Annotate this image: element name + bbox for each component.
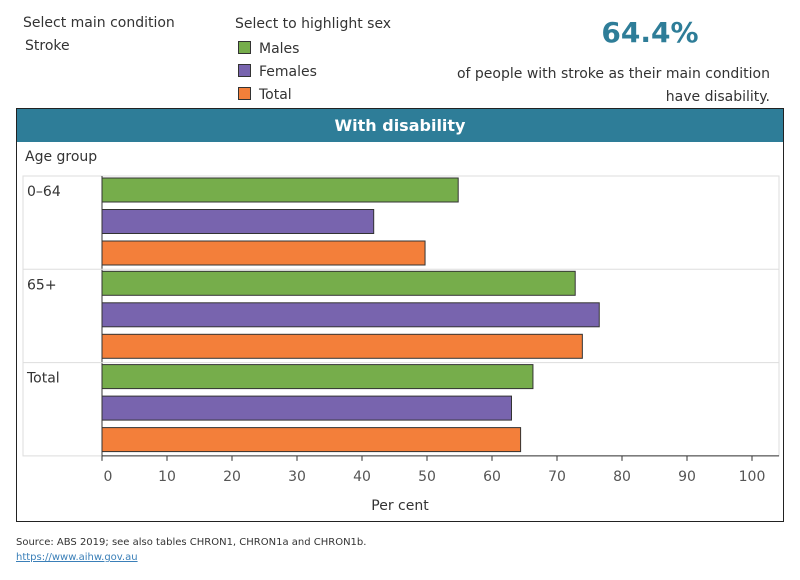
kpi-value: 64.4%: [601, 16, 699, 49]
x-tick-label: 0: [104, 469, 113, 485]
total-swatch: [238, 87, 251, 100]
x-tick-label: 100: [739, 469, 766, 485]
bar-chart: 0–64 65+ Total 0 10 20 30 40 50 60 70 80 90 100: [22, 175, 780, 485]
category-label: 65+: [27, 277, 57, 293]
x-tick-label: 70: [548, 469, 566, 485]
category-label: 0–64: [27, 184, 61, 200]
x-tick-label: 10: [158, 469, 176, 485]
kpi-line1: of people with stroke as their main cond…: [456, 66, 770, 82]
bar-females: [101, 395, 512, 421]
x-tick-label: 20: [223, 469, 241, 485]
bar-males: [101, 270, 576, 296]
source-link[interactable]: https://www.aihw.gov.au: [16, 552, 138, 563]
bar-males: [101, 364, 534, 390]
x-tick-label: 30: [288, 469, 306, 485]
chart-panel: With disability Age group 0–64 65+ Total 0 1…: [16, 108, 784, 522]
x-tick-label: 80: [613, 469, 631, 485]
x-tick-label: 40: [353, 469, 371, 485]
legend-item-males[interactable]: Males: [238, 38, 317, 61]
category-label: Total: [26, 371, 60, 387]
bar-total: [101, 427, 522, 453]
males-swatch: [238, 41, 251, 54]
legend-label: Total: [259, 87, 292, 103]
y-axis-title: Age group: [25, 149, 98, 165]
chart-title: With disability: [17, 109, 783, 142]
x-tick-label: 60: [483, 469, 501, 485]
bar-total: [101, 333, 583, 359]
legend-item-females[interactable]: Females: [238, 61, 317, 84]
legend: Males Females Total: [238, 38, 317, 107]
sex-label: Select to highlight sex: [235, 16, 392, 32]
legend-label: Males: [259, 41, 300, 57]
bar-females: [101, 302, 600, 328]
females-swatch: [238, 64, 251, 77]
x-tick-label: 90: [678, 469, 696, 485]
source-note: Source: ABS 2019; see also tables CHRON1…: [16, 537, 367, 548]
bar-total: [101, 240, 426, 266]
condition-select[interactable]: Stroke: [25, 38, 70, 54]
x-axis-title: Per cent: [371, 498, 429, 514]
x-tick-label: 50: [418, 469, 436, 485]
condition-label: Select main condition: [23, 15, 175, 31]
bar-females: [101, 209, 375, 234]
legend-item-total[interactable]: Total: [238, 84, 317, 107]
bar-males: [101, 177, 459, 203]
legend-label: Females: [259, 64, 317, 80]
kpi-text: of people with stroke as their main cond…: [457, 63, 770, 109]
kpi-line2: have disability.: [665, 89, 770, 105]
